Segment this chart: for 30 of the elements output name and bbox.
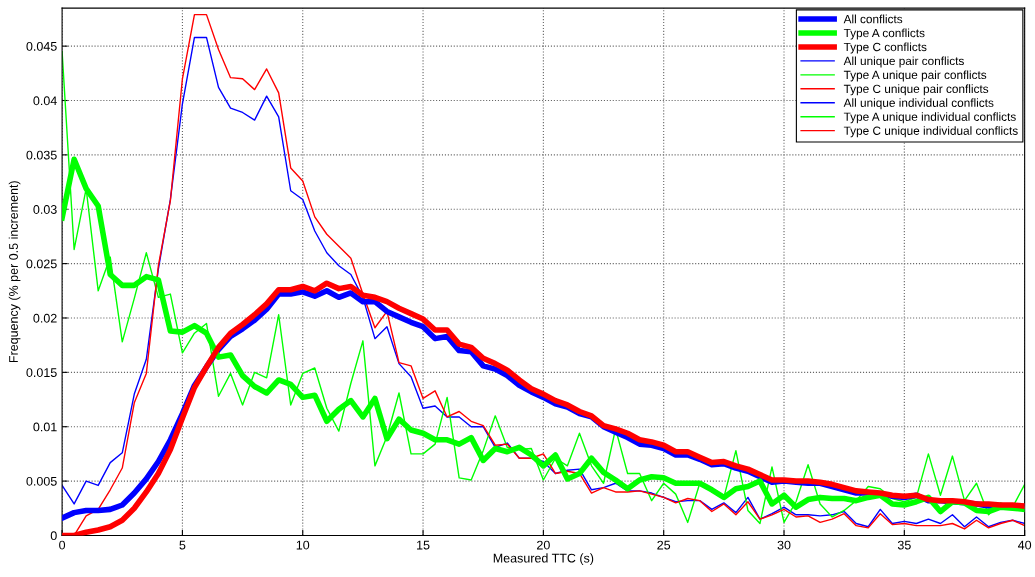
legend-label: Type A unique individual conflicts (843, 112, 1016, 124)
y-tick-label: 0 (50, 531, 57, 541)
legend-label: All conflicts (843, 14, 903, 24)
legend-label: All unique pair conflicts (843, 56, 964, 68)
y-tick-label: 0.005 (26, 476, 57, 486)
y-axis-title: Frequency (% per 0.5 increment) (8, 181, 21, 363)
x-tick-label: 30 (777, 540, 791, 550)
legend-label: Type C unique individual conflicts (843, 126, 1018, 138)
legend-label: Type A conflicts (843, 28, 925, 40)
x-tick-label: 35 (897, 540, 911, 550)
x-tick-label: 0 (59, 540, 66, 550)
x-axis-title: Measured TTC (s) (493, 553, 594, 565)
legend-label: Type C unique pair conflicts (843, 84, 989, 96)
legend-label: All unique individual conflicts (843, 98, 994, 110)
y-tick-label: 0.015 (26, 368, 57, 377)
legend-label: Type C conflicts (843, 42, 927, 54)
x-tick-label: 20 (537, 540, 550, 550)
y-tick-label: 0.045 (26, 41, 57, 51)
x-tick-label: 40 (1017, 540, 1032, 550)
x-tick-label: 25 (657, 540, 671, 550)
y-tick-label: 0.025 (26, 259, 57, 269)
x-tick-label: 10 (296, 540, 310, 550)
y-tick-label: 0.04 (33, 96, 57, 106)
legend-label: Type A unique pair conflicts (843, 70, 987, 82)
y-tick-label: 0.03 (33, 205, 57, 214)
y-tick-label: 0.035 (26, 150, 57, 160)
x-tick-label: 15 (417, 540, 430, 550)
x-tick-label: 5 (179, 540, 186, 550)
y-tick-label: 0.01 (33, 422, 57, 432)
y-tick-label: 0.02 (33, 313, 57, 323)
